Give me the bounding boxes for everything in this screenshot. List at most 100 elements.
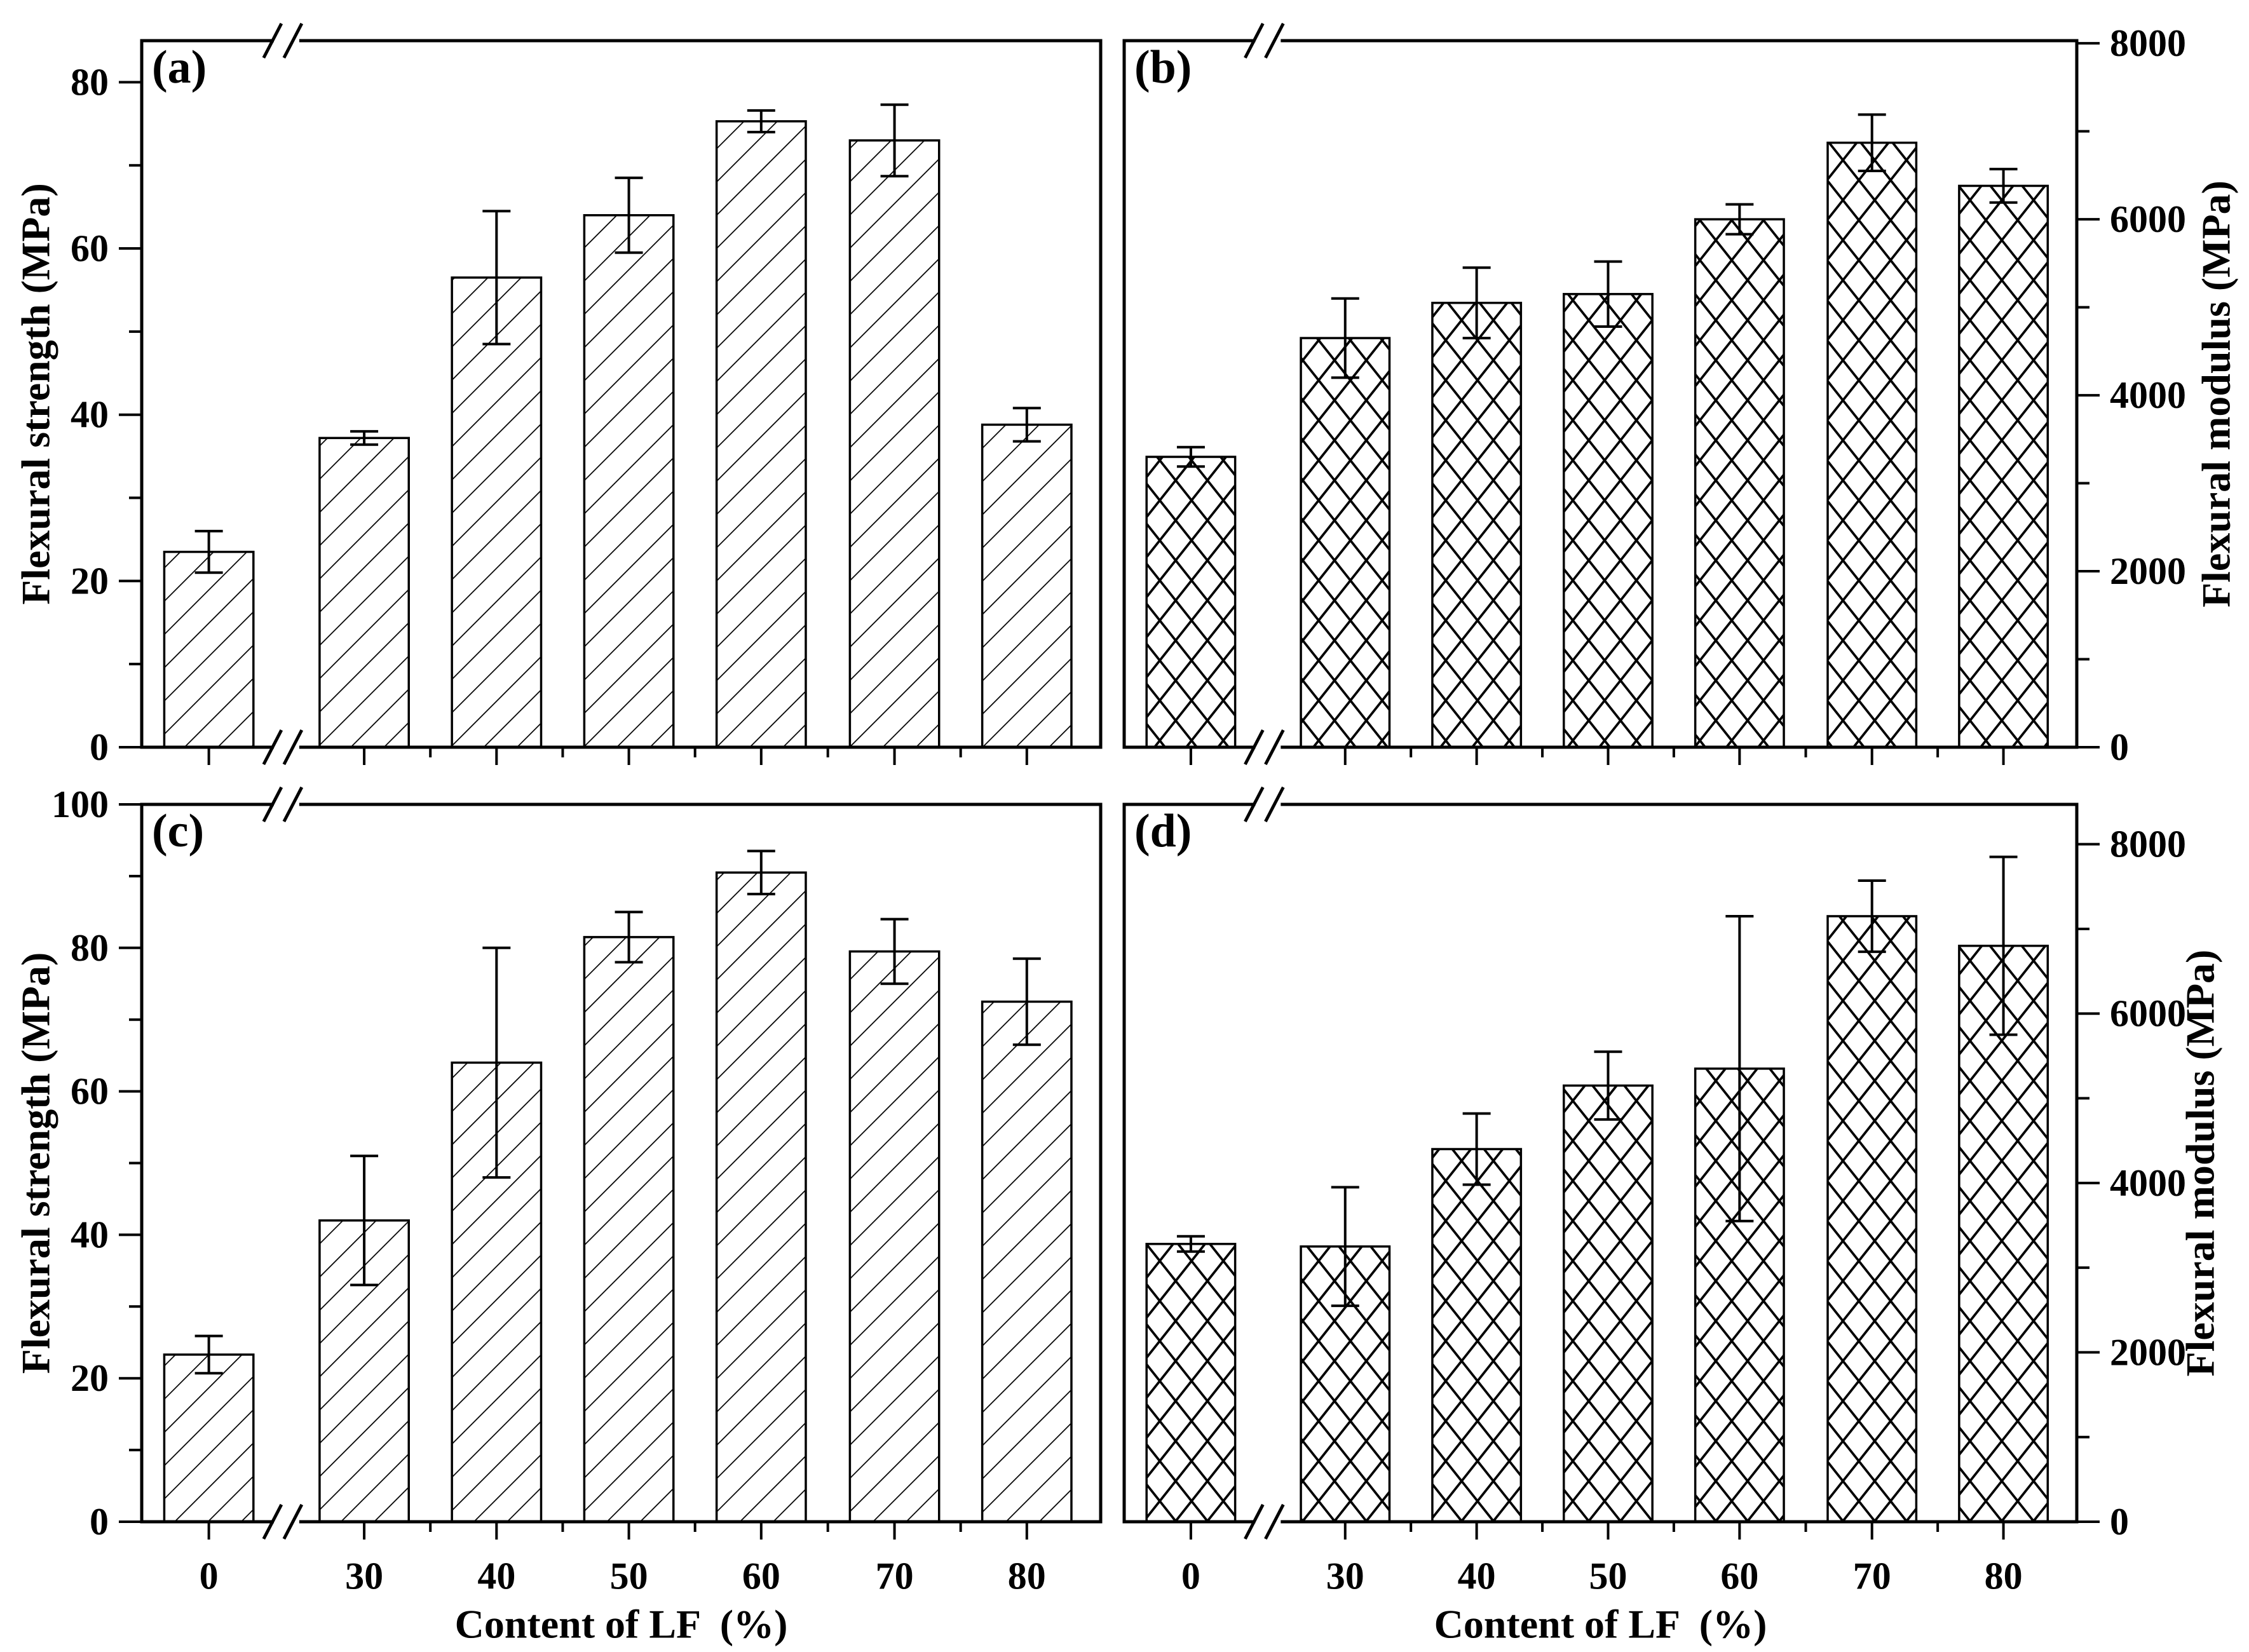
error-bar	[747, 850, 775, 896]
x-tick-label: 50	[610, 1555, 648, 1597]
x-tick-label: 80	[1008, 1555, 1046, 1597]
error-bar	[350, 430, 379, 446]
bar	[715, 120, 807, 748]
bar	[1958, 184, 2049, 748]
axis-break-gap	[273, 801, 299, 808]
bar	[1145, 456, 1237, 748]
panel-border	[140, 39, 1103, 749]
bar	[163, 550, 255, 748]
axis-break-gap	[1255, 744, 1281, 750]
y-tick-label: 0	[2110, 726, 2129, 768]
x-tick-label: 80	[1985, 1555, 2023, 1597]
axis-break-mark	[1244, 1503, 1285, 1540]
axis-break-gap	[1255, 801, 1281, 808]
bar	[583, 936, 675, 1523]
error-bar	[1462, 266, 1491, 340]
bar	[1300, 337, 1391, 748]
y-tick-label: 20	[71, 1357, 109, 1399]
panel-letter: (d)	[1134, 805, 1192, 857]
x-tick-label: 30	[1326, 1555, 1364, 1597]
y-tick-label: 40	[71, 394, 109, 436]
axis-break-mark	[262, 22, 304, 59]
x-tick-label: 70	[876, 1555, 914, 1597]
error-bar	[1989, 168, 2018, 204]
x-tick-label: 30	[345, 1555, 383, 1597]
y-tick-label: 0	[90, 1501, 109, 1543]
y-tick-label: 2000	[2110, 550, 2186, 592]
axis-break-mark	[262, 1503, 304, 1540]
y-tick-label: 0	[2110, 1501, 2129, 1543]
y-tick-label: 8000	[2110, 22, 2186, 64]
panel-border	[1122, 802, 2079, 1524]
error-bar	[1012, 407, 1041, 443]
x-axis-title: Content of LF (%)	[1434, 1602, 1767, 1647]
error-bar	[747, 109, 775, 133]
panel-border	[1122, 39, 2079, 749]
y-tick-label: 8000	[2110, 823, 2186, 865]
axis-break-mark	[262, 729, 304, 766]
axis-break-gap	[273, 1519, 299, 1525]
error-bar	[1858, 113, 1886, 172]
bar	[1431, 301, 1523, 748]
x-tick-label: 60	[742, 1555, 780, 1597]
error-bar	[1989, 855, 2018, 1036]
error-bar	[1331, 1186, 1359, 1308]
bar	[163, 1353, 255, 1523]
bar	[1826, 141, 1918, 748]
x-tick-label: 70	[1853, 1555, 1891, 1597]
y-tick-label: 60	[71, 1071, 109, 1113]
panel-a: 0 20 40 60 80 Flexural strength (MPa) (a)	[13, 22, 1103, 768]
error-bar	[1594, 1050, 1622, 1121]
bar	[981, 423, 1073, 748]
error-bar	[482, 210, 511, 346]
bar	[1694, 218, 1785, 748]
error-bar	[1725, 914, 1754, 1222]
axis-break-gap	[273, 37, 299, 44]
error-bar	[482, 946, 511, 1179]
bar	[318, 437, 411, 748]
x-tick-label: 0	[200, 1555, 219, 1597]
x-tick-label: 40	[477, 1555, 515, 1597]
panel-d: 0 2000 4000 6000 8000 0 30 40 50 60 70 80 Flexural m…	[1122, 786, 2223, 1647]
x-tick-label: 40	[1458, 1555, 1496, 1597]
error-bar	[1176, 1235, 1205, 1253]
y-tick-label: 40	[71, 1214, 109, 1256]
error-bar	[880, 917, 909, 985]
y-tick-label: 80	[71, 927, 109, 969]
error-bar	[615, 176, 643, 254]
bar	[848, 139, 941, 748]
y-axis-title: Flexural modulus (MPa)	[2194, 180, 2239, 607]
error-bar	[1725, 203, 1754, 236]
bar	[1563, 293, 1654, 748]
bar	[848, 950, 941, 1523]
error-bar	[1594, 260, 1622, 328]
y-tick-label: 20	[71, 560, 109, 602]
bar	[1145, 1243, 1237, 1523]
bar	[715, 871, 807, 1523]
y-tick-label: 2000	[2110, 1331, 2186, 1373]
panel-letter: (c)	[152, 805, 204, 857]
bar	[451, 276, 543, 748]
error-bar	[1331, 297, 1359, 379]
axis-break-mark	[1244, 786, 1285, 823]
bar	[981, 1000, 1073, 1523]
x-tick-label: 0	[1181, 1555, 1200, 1597]
y-tick-label: 6000	[2110, 992, 2186, 1034]
bar	[1826, 915, 1918, 1523]
axis-break-gap	[1255, 37, 1281, 44]
axis-break-mark	[1244, 729, 1285, 766]
x-tick-label: 60	[1720, 1555, 1758, 1597]
y-tick-label: 6000	[2110, 198, 2186, 240]
panel-c: 0 20 40 60 80 100 0 30 40 50 60 70 80 Flexural streng…	[13, 783, 1103, 1647]
axis-break-gap	[1255, 1519, 1281, 1525]
error-bar	[350, 1154, 379, 1287]
y-tick-label: 4000	[2110, 1162, 2186, 1204]
error-bar	[1858, 879, 1886, 953]
axis-break-gap	[273, 744, 299, 750]
panel-letter: (a)	[152, 41, 207, 93]
y-axis-title: Flexural strength (MPa)	[13, 183, 58, 605]
panel-letter: (b)	[1134, 41, 1192, 93]
error-bar	[1462, 1112, 1491, 1186]
